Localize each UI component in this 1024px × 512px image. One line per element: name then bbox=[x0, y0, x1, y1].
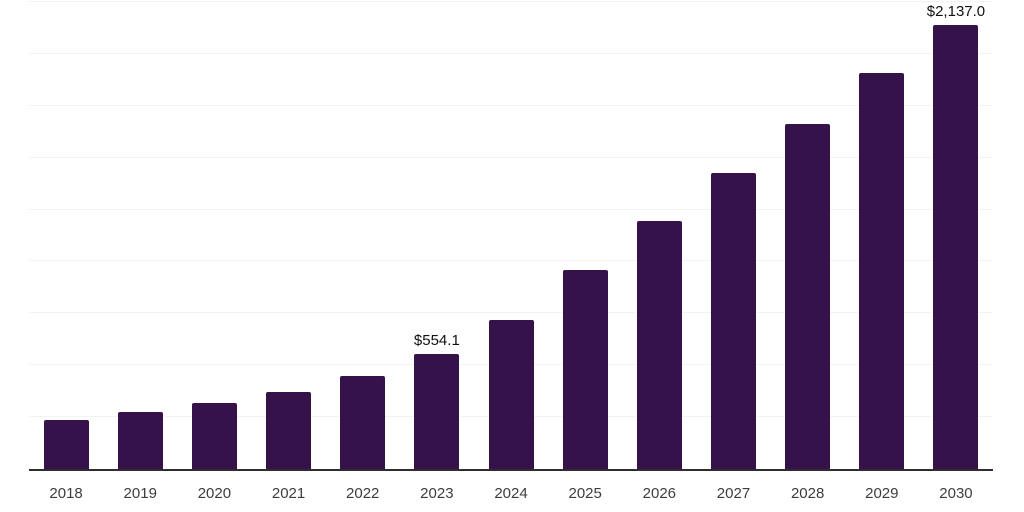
x-tick-label: 2019 bbox=[123, 485, 157, 502]
bar-band bbox=[251, 2, 325, 469]
bar-band: $2,137.0 bbox=[919, 2, 993, 469]
x-tick-label: 2020 bbox=[197, 485, 232, 502]
bar-value-label: $2,137.0 bbox=[926, 3, 986, 21]
bar-band bbox=[29, 2, 103, 469]
bar-2020 bbox=[191, 403, 237, 469]
x-tick-label: 2027 bbox=[716, 485, 751, 502]
bar-2025 bbox=[562, 270, 608, 469]
x-tick-label: 2023 bbox=[420, 485, 454, 502]
bar-2027 bbox=[710, 172, 756, 469]
bars: $554.1 $2,137.0 bbox=[29, 2, 993, 469]
bar-band bbox=[622, 2, 696, 469]
gridline bbox=[29, 52, 993, 54]
bar-band bbox=[103, 2, 177, 469]
bar-2018 bbox=[43, 419, 89, 469]
x-tick-label: 2030 bbox=[939, 485, 973, 502]
x-tick-label: 2022 bbox=[346, 485, 380, 502]
bar-2028 bbox=[785, 123, 831, 469]
gridline bbox=[29, 1, 993, 2]
bar-band bbox=[845, 2, 919, 469]
bar-band: $554.1 bbox=[400, 2, 474, 469]
x-axis-labels: 2018 2019 2020 2021 2022 2023 2024 2025 2026 2027… bbox=[29, 485, 993, 503]
bar-2023 bbox=[414, 354, 460, 469]
x-tick-label: 2024 bbox=[494, 485, 528, 502]
bar-2024 bbox=[488, 319, 534, 469]
x-tick-label: 2021 bbox=[271, 485, 306, 502]
gridline bbox=[29, 208, 993, 210]
bar-band bbox=[771, 2, 845, 469]
gridline bbox=[29, 260, 993, 262]
bar-band bbox=[177, 2, 251, 469]
bar-2026 bbox=[636, 221, 682, 469]
bar-band bbox=[696, 2, 770, 469]
bar-value-label: $554.1 bbox=[413, 332, 460, 349]
bar-2030 bbox=[933, 25, 979, 469]
bar-2019 bbox=[117, 411, 163, 469]
bar-band bbox=[548, 2, 622, 469]
x-tick-label: 2028 bbox=[790, 485, 825, 502]
bar-band bbox=[474, 2, 548, 469]
gridline bbox=[29, 156, 993, 158]
x-tick-label: 2029 bbox=[865, 485, 899, 502]
x-tick-label: 2018 bbox=[49, 485, 83, 502]
plot-area: $554.1 $2,137.0 bbox=[29, 1, 993, 471]
gridline bbox=[29, 104, 993, 106]
bar-2022 bbox=[340, 376, 386, 469]
x-tick-label: 2026 bbox=[642, 485, 677, 502]
bar-band bbox=[326, 2, 400, 469]
bar-2029 bbox=[859, 72, 905, 469]
x-tick-label: 2025 bbox=[568, 485, 602, 502]
bar-2021 bbox=[266, 392, 312, 469]
gridline bbox=[29, 312, 993, 314]
